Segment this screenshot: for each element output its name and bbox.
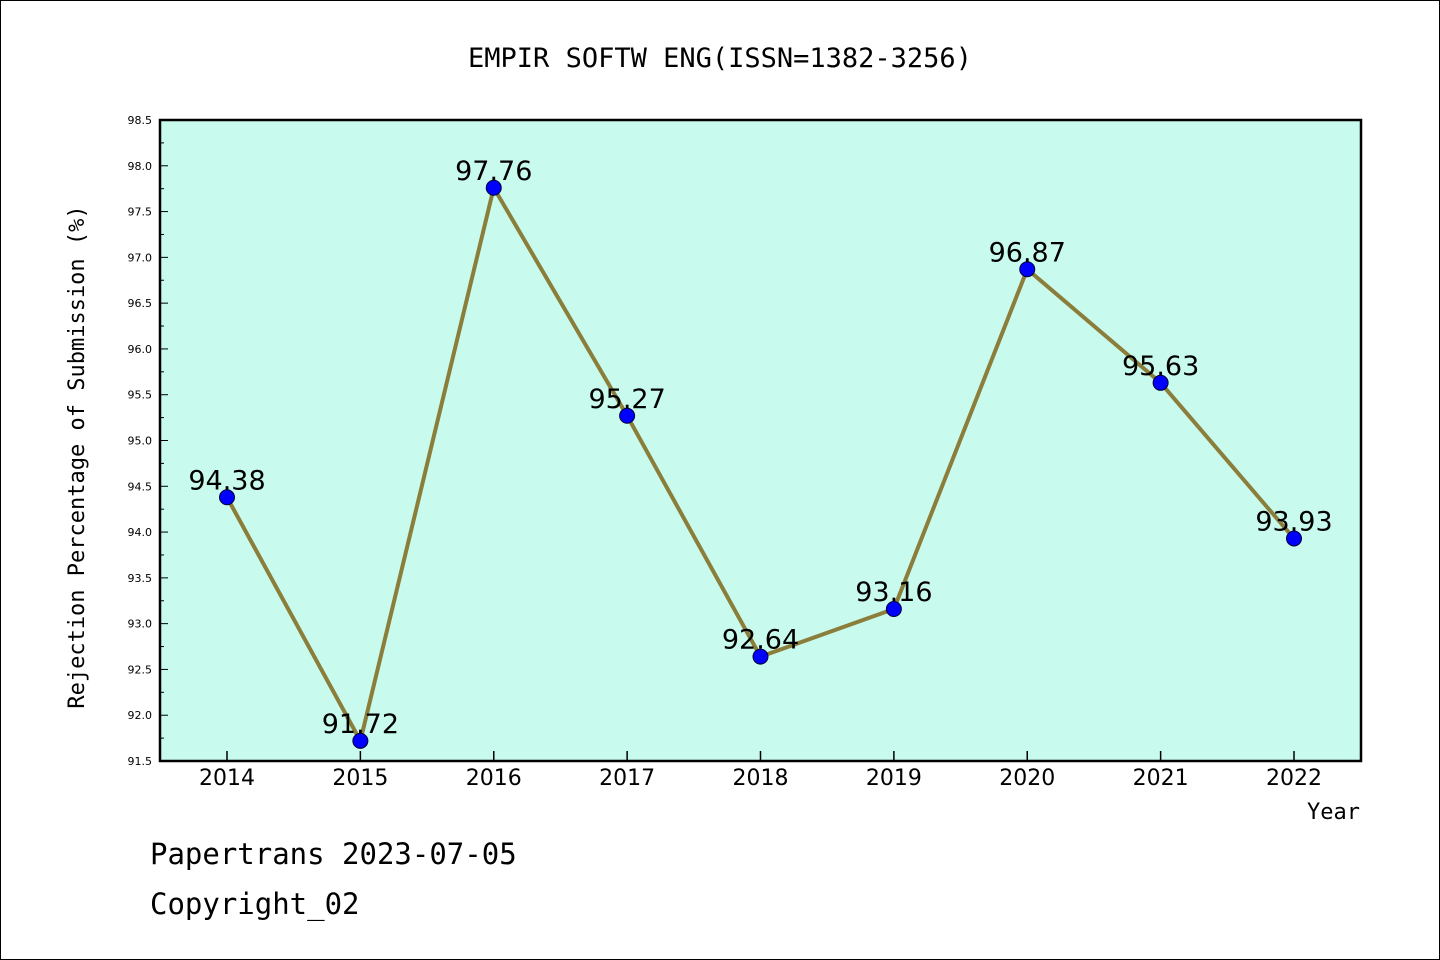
y-tick-label: 98.5 (128, 114, 153, 127)
x-tick-label: 2015 (332, 766, 388, 791)
footer-date: Papertrans 2023-07-05 (150, 837, 517, 871)
y-tick-label: 96.0 (128, 343, 153, 356)
data-label-2015: 91.72 (322, 709, 399, 740)
y-tick-label: 93.0 (128, 618, 153, 631)
x-tick-label: 2017 (599, 766, 655, 791)
x-tick-label: 2014 (199, 766, 255, 791)
data-point-2014 (219, 489, 235, 506)
data-labels: 94.38 91.72 97.76 95.27 92.64 93.16 96.87 95.63… (188, 156, 1332, 740)
x-axis-label: Year (1307, 800, 1360, 825)
x-tick-label: 2020 (999, 766, 1055, 791)
y-tick-label: 95.0 (128, 435, 153, 448)
y-tick-label: 93.5 (128, 572, 153, 585)
data-label-2019: 93.16 (855, 577, 932, 608)
data-point-2015 (352, 732, 369, 749)
data-label-2018: 92.64 (722, 625, 799, 656)
y-tick-label: 98.0 (128, 160, 153, 173)
data-label-2022: 93.93 (1255, 506, 1332, 537)
y-tick-label: 96.5 (128, 297, 153, 310)
x-tick-label: 2022 (1266, 766, 1322, 791)
y-tick-label: 94.0 (128, 526, 153, 539)
plot-area (158, 118, 1363, 763)
data-point-2021 (1152, 374, 1169, 391)
data-label-2021: 95.63 (1122, 351, 1199, 382)
data-point-2020 (1019, 261, 1036, 278)
data-point-2016 (485, 179, 502, 196)
data-point-2019 (885, 600, 902, 617)
x-tick-label: 2016 (466, 766, 522, 791)
data-label-2017: 95.27 (588, 384, 665, 415)
y-tick-label: 92.5 (128, 663, 153, 676)
x-tick-label: 2019 (866, 766, 922, 791)
x-tick-label: 2021 (1133, 766, 1189, 791)
x-axis: 2014 2015 2016 2017 2018 2019 2020 2021 2022 (199, 751, 1322, 791)
y-axis-label: Rejection Percentage of Submission (%) (65, 205, 90, 708)
chart-title: EMPIR SOFTW ENG(ISSN=1382-3256) (468, 43, 972, 74)
y-tick-label: 97.0 (128, 251, 153, 264)
data-label-2020: 96.87 (989, 237, 1066, 268)
data-point-2018 (752, 648, 769, 665)
data-point-2022 (1286, 530, 1302, 547)
data-point-2017 (619, 407, 636, 424)
y-tick-label: 95.5 (128, 389, 153, 402)
y-tick-label: 97.5 (128, 206, 153, 219)
y-tick-label: 94.5 (128, 480, 153, 493)
series-markers (219, 179, 1302, 749)
x-tick-label: 2018 (733, 766, 789, 791)
y-axis: 91.5 92.0 92.5 93.0 93.5 94.0 94.5 95.0 95.5 96.0… (128, 114, 168, 768)
y-tick-label: 92.0 (128, 709, 153, 722)
data-label-2016: 97.76 (455, 156, 532, 187)
footer-copyright: Copyright_02 (150, 887, 360, 922)
data-label-2014: 94.38 (188, 465, 265, 496)
y-tick-label: 91.5 (128, 755, 153, 768)
